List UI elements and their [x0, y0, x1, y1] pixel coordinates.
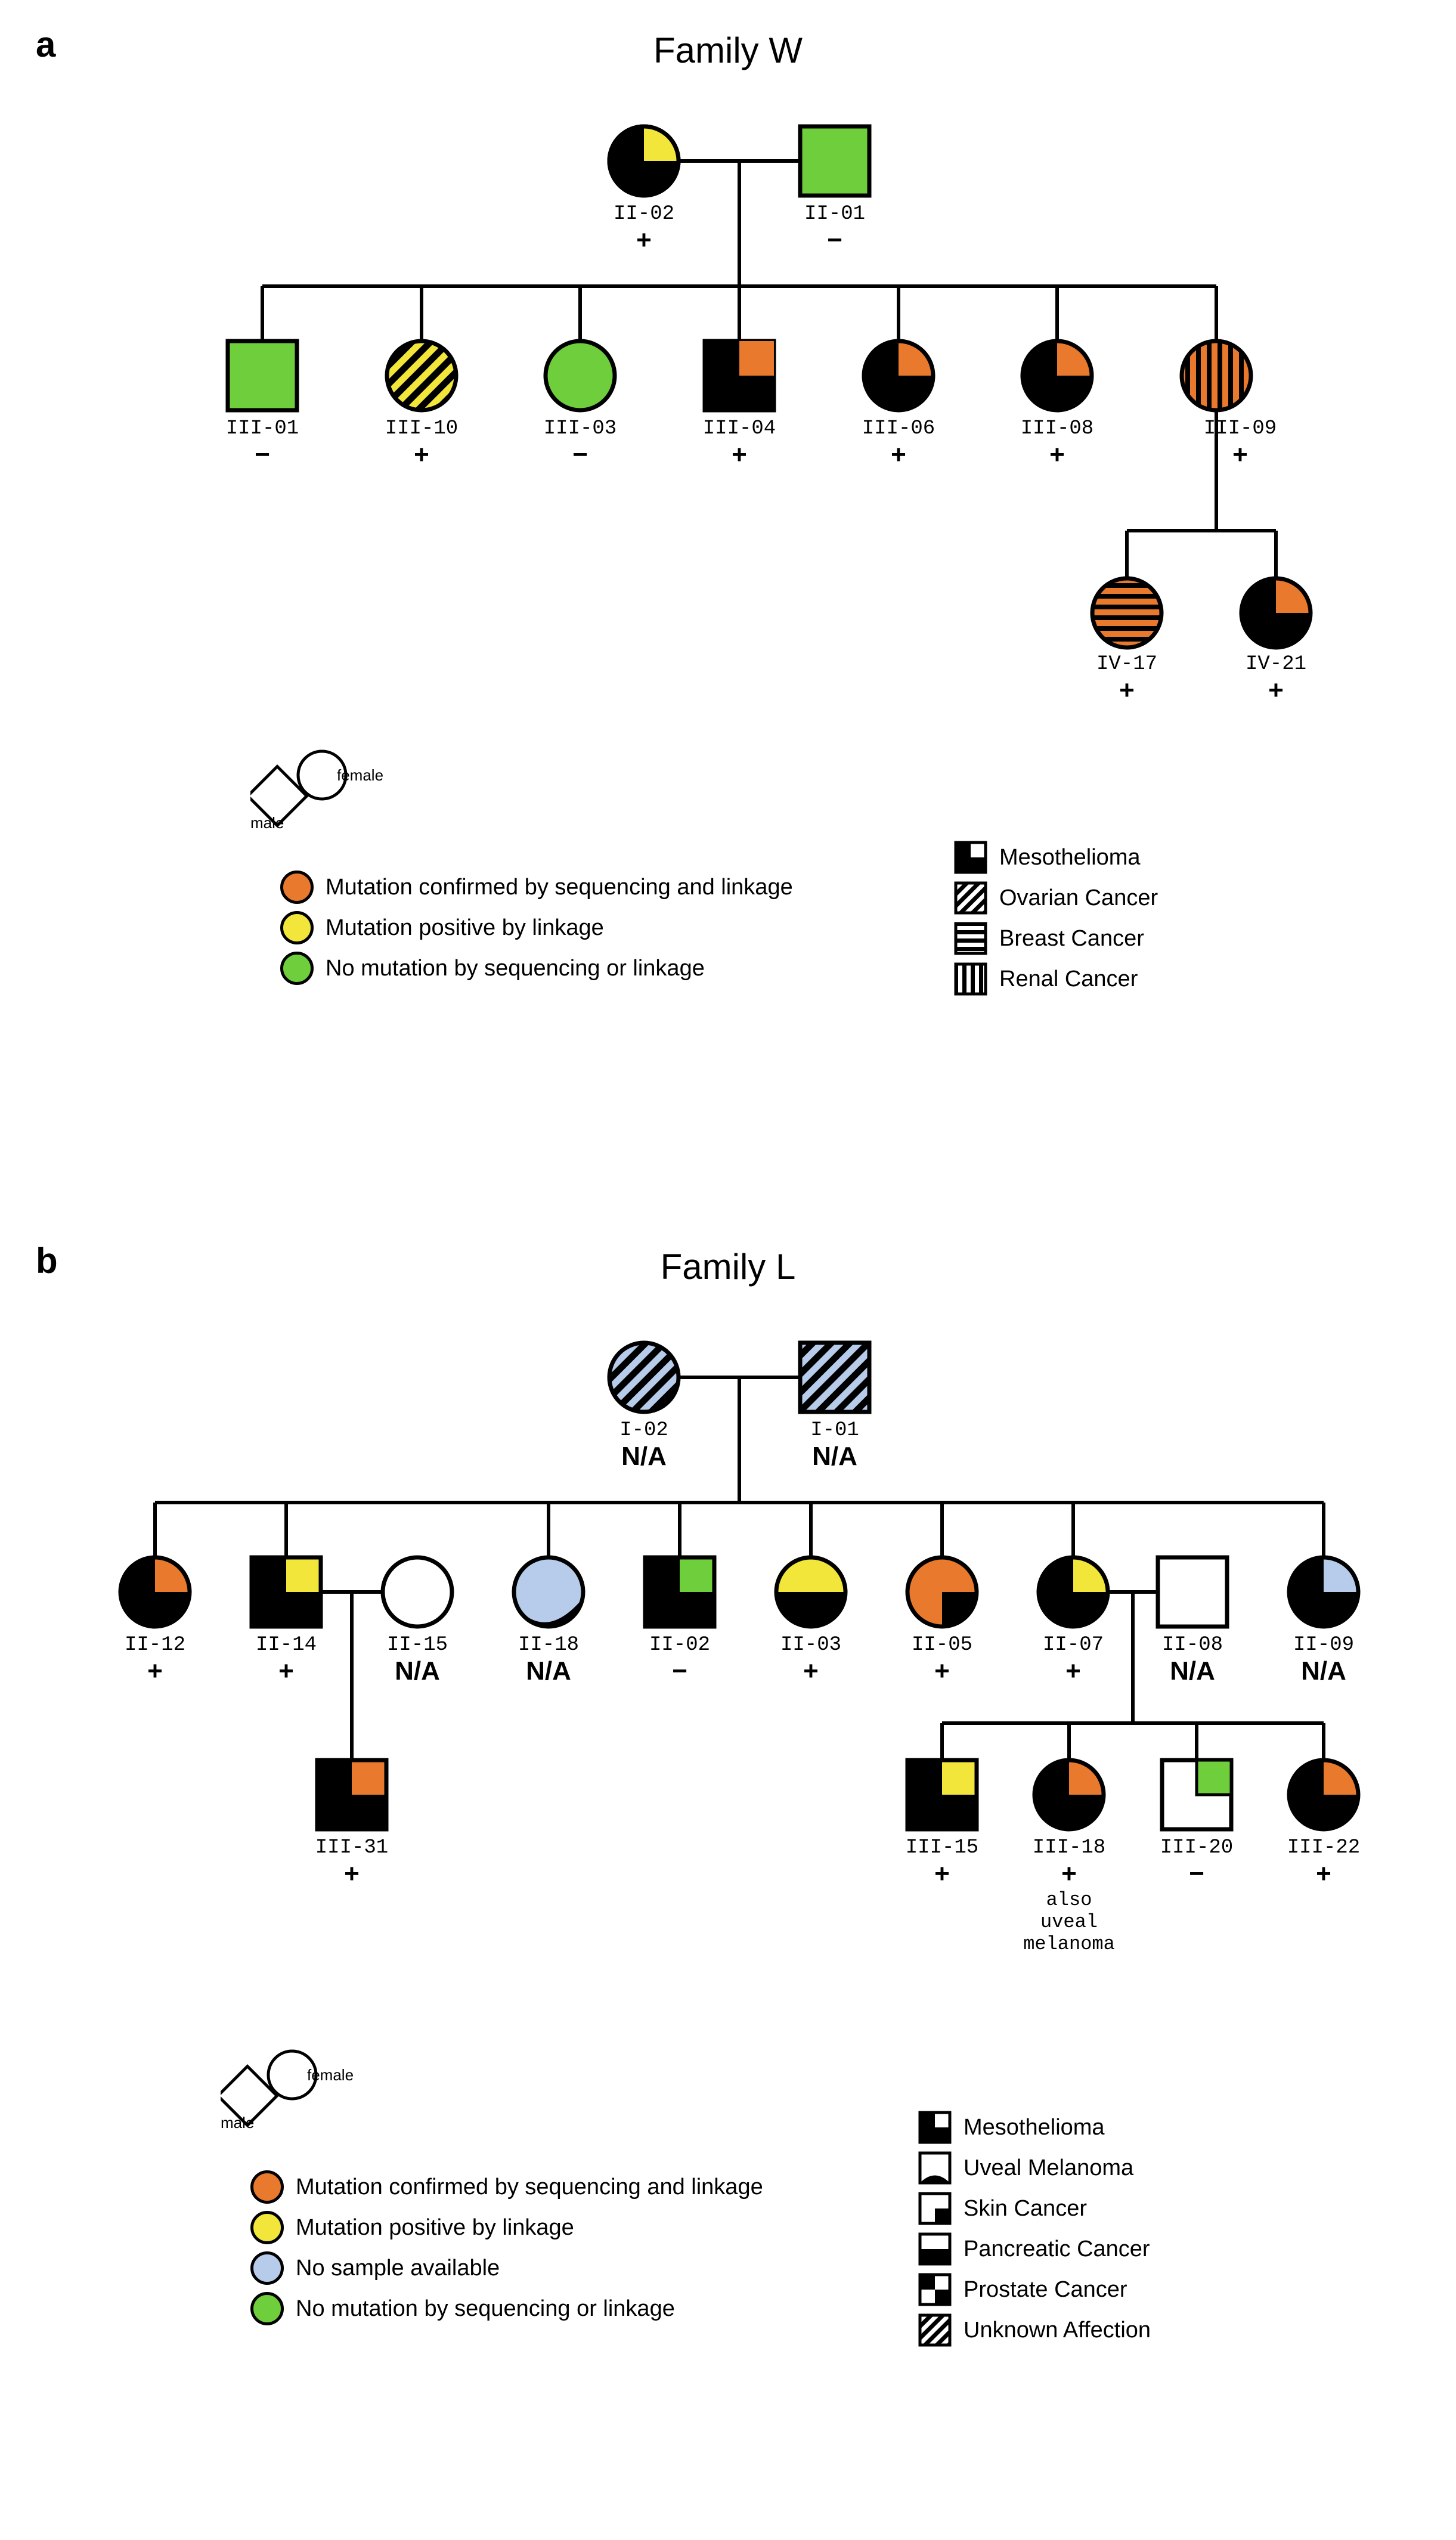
lbl-II-01: II-01 −: [799, 203, 870, 255]
lbl-I-02: I-02N/A: [611, 1419, 677, 1472]
pattern-legend-a: Mesothelioma Ovarian Cancer Breast Cance…: [954, 841, 1158, 1003]
node-II-15: [383, 1557, 452, 1627]
note-III-18: also uveal melanoma: [1021, 1889, 1117, 1955]
gender-key-a: female male: [250, 745, 382, 832]
node-III-08: [1023, 341, 1092, 410]
legend-a-orange: Mutation confirmed by sequencing and lin…: [280, 871, 793, 904]
color-legend-b: Mutation confirmed by sequencing and lin…: [250, 2170, 763, 2333]
node-II-01: [800, 126, 869, 196]
lbl-III-09: III-09+: [1192, 417, 1288, 470]
pl-a-vert: Renal Cancer: [954, 962, 1158, 996]
lbl-III-18: III-18+also uveal melanoma: [1021, 1836, 1117, 1955]
lbl-III-04: III-04+: [692, 417, 787, 470]
lbl-III-22: III-22+: [1276, 1836, 1371, 1889]
node-III-18: [1034, 1760, 1104, 1829]
lbl-II-07: II-07+: [1031, 1634, 1115, 1686]
pl-a-meso: Mesothelioma: [954, 841, 1158, 874]
lbl-III-10: III-10+: [374, 417, 469, 470]
lbl-IV-21: IV-21+: [1234, 653, 1318, 705]
lbl-III-06: III-06+: [851, 417, 946, 470]
node-III-04: [705, 341, 774, 410]
lbl-I-01: I-01N/A: [802, 1419, 868, 1472]
color-legend-a: Mutation confirmed by sequencing and lin…: [280, 871, 793, 992]
node-II-07: [1039, 1557, 1108, 1627]
node-III-06: [864, 341, 933, 410]
lbl-II-14: II-14+: [244, 1634, 328, 1686]
lbl-III-03: III-03−: [532, 417, 628, 470]
node-IV-17: [1092, 578, 1161, 648]
lbl-II-05: II-05+: [900, 1634, 984, 1686]
pedigree-b-svg: [48, 1306, 1456, 2111]
node-II-18: [514, 1557, 583, 1628]
lbl-II-15: II-15N/A: [376, 1634, 459, 1686]
node-III-20: [1162, 1760, 1231, 1829]
node-III-15: [907, 1760, 977, 1829]
lbl-II-09: II-09N/A: [1282, 1634, 1365, 1686]
panel-b: b Family L: [24, 1240, 1432, 2433]
lbl-II-03: II-03+: [769, 1634, 853, 1686]
lbl-III-31: III-31+: [304, 1836, 399, 1889]
gender-key-b: female male: [221, 2045, 352, 2132]
lbl-II-02: II-02 +: [608, 203, 680, 255]
node-II-02: [609, 126, 679, 196]
node-III-22: [1289, 1760, 1358, 1829]
node-III-10: [387, 341, 456, 410]
lbl-III-15: III-15+: [894, 1836, 990, 1889]
lbl-II-02b: II-02−: [638, 1634, 721, 1686]
panel-a: a Family W: [24, 24, 1432, 1157]
lbl-II-08: II-08N/A: [1151, 1634, 1234, 1686]
lbl-II-18: II-18N/A: [507, 1634, 590, 1686]
node-II-05: [907, 1557, 977, 1627]
legend-a-yellow: Mutation positive by linkage: [280, 911, 793, 944]
node-I-02: [609, 1343, 679, 1412]
node-IV-21: [1241, 578, 1311, 648]
node-II-09: [1289, 1557, 1358, 1627]
node-III-03: [546, 341, 615, 410]
lbl-III-08: III-08+: [1009, 417, 1105, 470]
node-I-01: [800, 1343, 869, 1412]
lbl-III-20: III-20−: [1149, 1836, 1244, 1889]
family-w-title: Family W: [24, 30, 1432, 71]
lbl-IV-17: IV-17+: [1085, 653, 1169, 705]
pl-a-diag: Ovarian Cancer: [954, 881, 1158, 915]
family-l-title: Family L: [24, 1246, 1432, 1287]
node-II-03: [776, 1557, 845, 1627]
node-II-14: [252, 1557, 321, 1627]
node-III-31: [317, 1760, 386, 1829]
node-II-02b: [645, 1557, 714, 1627]
lbl-II-12: II-12+: [113, 1634, 197, 1686]
pl-a-horiz: Breast Cancer: [954, 922, 1158, 955]
node-III-01: [228, 341, 297, 410]
node-II-08: [1158, 1557, 1227, 1627]
legend-a-green: No mutation by sequencing or linkage: [280, 952, 793, 985]
node-II-12: [120, 1557, 190, 1627]
node-III-09: [1182, 341, 1251, 410]
lbl-III-01: III-01−: [215, 417, 310, 470]
pattern-legend-b: Mesothelioma Uveal Melanoma Skin Cancer …: [918, 2111, 1151, 2354]
